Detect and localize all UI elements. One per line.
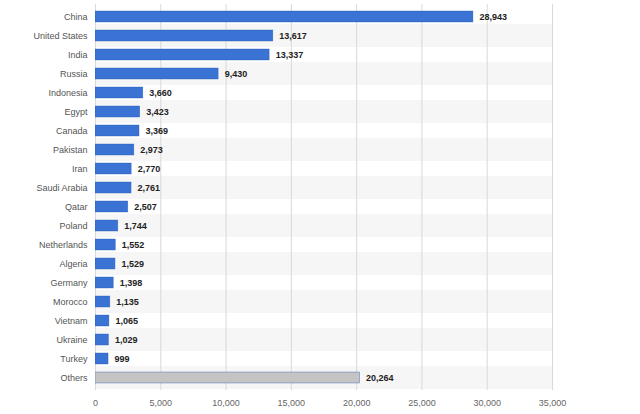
svg-text:1,029: 1,029 xyxy=(115,335,138,345)
svg-text:2,507: 2,507 xyxy=(134,202,157,212)
svg-text:5,000: 5,000 xyxy=(150,398,173,408)
svg-text:Russia: Russia xyxy=(60,69,88,79)
svg-text:25,000: 25,000 xyxy=(408,398,436,408)
svg-text:Germany: Germany xyxy=(50,278,88,288)
svg-text:1,135: 1,135 xyxy=(116,297,139,307)
svg-text:1,398: 1,398 xyxy=(120,278,143,288)
svg-text:10,000: 10,000 xyxy=(212,398,240,408)
svg-text:2,770: 2,770 xyxy=(138,164,161,174)
svg-text:1,552: 1,552 xyxy=(122,240,145,250)
svg-text:Vietnam: Vietnam xyxy=(55,316,88,326)
svg-text:999: 999 xyxy=(115,354,130,364)
svg-text:15,000: 15,000 xyxy=(278,398,306,408)
svg-text:Netherlands: Netherlands xyxy=(39,240,88,250)
svg-text:13,337: 13,337 xyxy=(276,50,304,60)
svg-text:Morocco: Morocco xyxy=(53,297,88,307)
svg-text:Poland: Poland xyxy=(59,221,87,231)
svg-text:Saudi Arabia: Saudi Arabia xyxy=(36,183,87,193)
svg-text:30,000: 30,000 xyxy=(473,398,501,408)
svg-text:Pakistan: Pakistan xyxy=(53,145,88,155)
svg-text:United States: United States xyxy=(33,31,88,41)
svg-text:2,973: 2,973 xyxy=(140,145,163,155)
svg-text:3,369: 3,369 xyxy=(145,126,168,136)
svg-text:2,761: 2,761 xyxy=(138,183,161,193)
svg-text:28,943: 28,943 xyxy=(479,12,507,22)
svg-text:13,617: 13,617 xyxy=(279,31,307,41)
svg-text:3,660: 3,660 xyxy=(149,88,172,98)
svg-text:Turkey: Turkey xyxy=(60,354,88,364)
svg-text:0: 0 xyxy=(93,398,98,408)
svg-text:Qatar: Qatar xyxy=(65,202,88,212)
svg-text:Others: Others xyxy=(60,373,88,383)
svg-text:Iran: Iran xyxy=(72,164,88,174)
svg-text:Ukraine: Ukraine xyxy=(56,335,87,345)
svg-text:1,529: 1,529 xyxy=(121,259,144,269)
svg-text:1,744: 1,744 xyxy=(124,221,147,231)
svg-text:Canada: Canada xyxy=(56,126,88,136)
svg-text:3,423: 3,423 xyxy=(146,107,169,117)
svg-text:Indonesia: Indonesia xyxy=(48,88,87,98)
svg-text:Egypt: Egypt xyxy=(64,107,88,117)
svg-text:China: China xyxy=(64,12,88,22)
svg-text:India: India xyxy=(68,50,88,60)
svg-text:20,000: 20,000 xyxy=(343,398,371,408)
svg-text:20,264: 20,264 xyxy=(366,373,394,383)
svg-text:35,000: 35,000 xyxy=(539,398,567,408)
svg-text:9,430: 9,430 xyxy=(225,69,248,79)
svg-text:Algeria: Algeria xyxy=(59,259,87,269)
svg-text:1,065: 1,065 xyxy=(115,316,138,326)
